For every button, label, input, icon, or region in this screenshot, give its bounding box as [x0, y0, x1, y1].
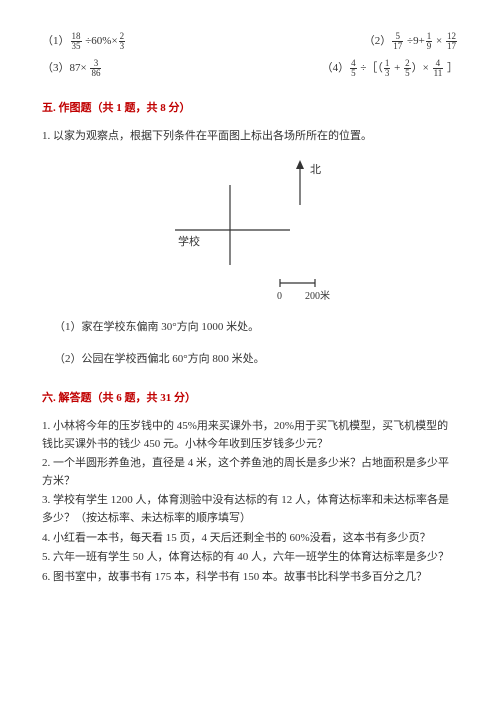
s5-sub1: （1）家在学校东偏南 30°方向 1000 米处。 [42, 319, 458, 337]
frac: 1217 [446, 32, 457, 51]
c4-m4: ］ [444, 62, 458, 74]
calc-1: （1）1835 ÷60%×23 [42, 32, 126, 51]
diagram-wrap: 北 学校 0 200米 [42, 155, 458, 305]
frac: 25 [404, 59, 411, 78]
s5-q1: 1. 以家为观察点，根据下列条件在平面图上标出各场所所在的位置。 [42, 128, 458, 146]
section5-header: 五. 作图题（共 1 题，共 8 分） [42, 100, 458, 118]
school-label: 学校 [178, 234, 200, 248]
calc-row-2: （3）87× 386 （4）45 ÷［（13 + 25）× 411 ］ [42, 59, 458, 78]
s6-q3: 3. 学校有学生 1200 人，体育测验中没有达标的有 12 人，体育达标率和未… [42, 492, 458, 527]
s6-q6: 6. 图书室中，故事书有 175 本，科学书有 150 本。故事书比科学书多百分… [42, 569, 458, 587]
s6-q5: 5. 六年一班有学生 50 人，体育达标的有 40 人，六年一班学生的体育达标率… [42, 549, 458, 567]
compass-diagram: 北 学校 0 200米 [140, 155, 360, 305]
c2-prefix: （2） [364, 35, 392, 47]
frac: 13 [384, 59, 391, 78]
scale-200: 200米 [305, 289, 330, 302]
c4-m3: ）× [412, 62, 432, 74]
c4-m2: + [391, 62, 403, 74]
c3-prefix: （3）87× [42, 62, 89, 74]
calc-4: （4）45 ÷［（13 + 25）× 411 ］ [322, 59, 458, 78]
calc-block: （1）1835 ÷60%×23 （2）517 ÷9+19 × 1217 （3）8… [42, 32, 458, 78]
north-label: 北 [310, 163, 321, 176]
s6-list: 1. 小林将今年的压岁钱中的 45%用来买课外书，20%用于买飞机模型，买飞机模… [42, 418, 458, 586]
c4-m1: ÷［（ [358, 62, 383, 74]
calc-3: （3）87× 386 [42, 59, 102, 78]
frac: 19 [426, 32, 433, 51]
c1-prefix: （1） [42, 35, 70, 47]
frac: 386 [90, 59, 101, 78]
s6-q2: 2. 一个半圆形养鱼池，直径是 4 米，这个养鱼池的周长是多少米？占地面积是多少… [42, 455, 458, 490]
section6-header: 六. 解答题（共 6 题，共 31 分） [42, 390, 458, 408]
c2-m1: ÷9+ [404, 35, 425, 47]
c2-m2: × [433, 35, 445, 47]
frac: 411 [433, 59, 444, 78]
frac: 45 [350, 59, 357, 78]
s5-sub2: （2）公园在学校西偏北 60°方向 800 米处。 [42, 351, 458, 369]
s6-q4: 4. 小红看一本书，每天看 15 页，4 天后还剩全书的 60%没看，这本书有多… [42, 530, 458, 548]
calc-row-1: （1）1835 ÷60%×23 （2）517 ÷9+19 × 1217 [42, 32, 458, 51]
frac: 1835 [71, 32, 82, 51]
frac: 23 [119, 32, 126, 51]
c1-mid: ÷60%× [83, 35, 118, 47]
c4-prefix: （4） [322, 62, 350, 74]
frac: 517 [392, 32, 403, 51]
s6-q1: 1. 小林将今年的压岁钱中的 45%用来买课外书，20%用于买飞机模型，买飞机模… [42, 418, 458, 453]
scale-0: 0 [277, 291, 282, 302]
calc-2: （2）517 ÷9+19 × 1217 [364, 32, 458, 51]
